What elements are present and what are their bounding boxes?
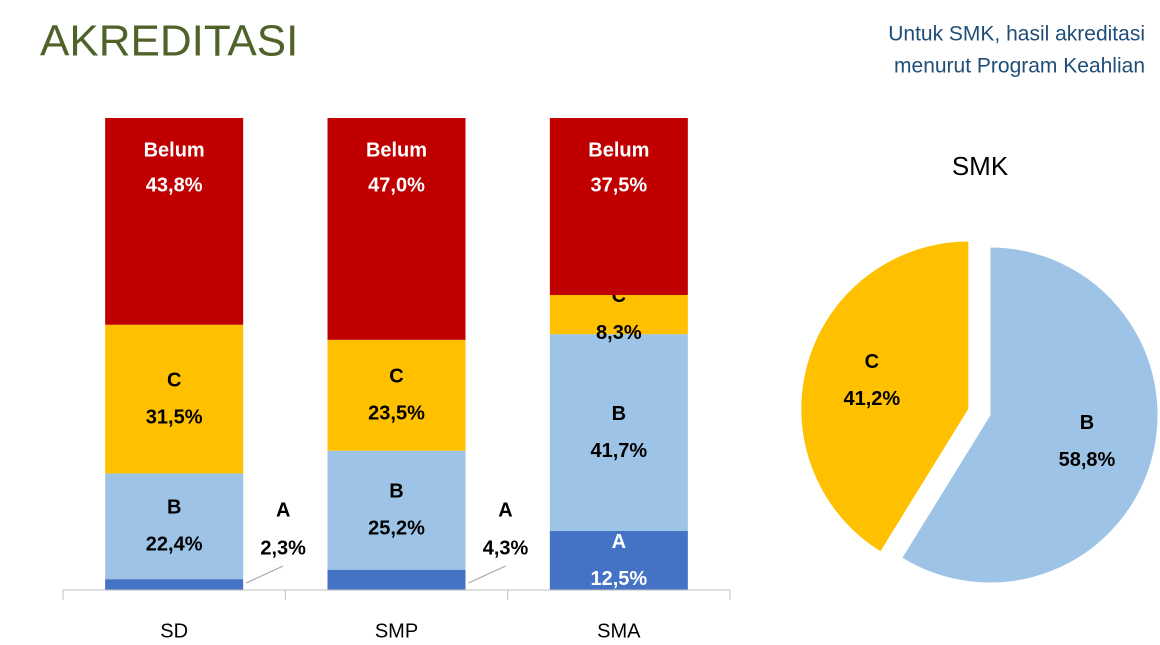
pie-label-name: B (1080, 412, 1094, 434)
slide-title: AKREDITASI (40, 17, 298, 66)
bar-segment (549, 334, 688, 531)
data-label-name: Belum (588, 139, 649, 161)
data-label-value: 31,5% (146, 406, 203, 428)
bar-segment (327, 339, 466, 451)
data-label-value: 43,8% (146, 174, 203, 196)
pie-label-value: 41,2% (844, 388, 901, 410)
data-label-value: 4,3% (483, 537, 529, 559)
x-tick-label: SMA (597, 620, 641, 642)
bar-segment (549, 295, 688, 335)
data-label-value: 2,3% (260, 537, 306, 559)
data-label-value: 22,4% (146, 534, 203, 556)
data-label-name: A (276, 499, 290, 521)
data-label-value: 37,5% (590, 174, 647, 196)
data-label-value: 23,5% (368, 403, 425, 425)
data-label-name: B (167, 497, 181, 519)
data-label-value: 12,5% (590, 568, 647, 590)
data-label-name: C (167, 369, 181, 391)
data-label-name: A (498, 499, 512, 521)
data-label-value: 8,3% (596, 322, 642, 344)
data-label-name: Belum (144, 139, 205, 161)
x-tick-label: SD (160, 620, 188, 642)
pie-label-name: C (865, 351, 879, 373)
data-label-name: B (389, 481, 403, 503)
bar-segment (327, 569, 466, 590)
bar-segment (549, 118, 688, 295)
bar-chart: B 22,4% C 31,5% Belum 43,8% B 25,2% C 23,5% Belum 4… (105, 118, 688, 590)
pie-title: SMK (952, 151, 1009, 181)
pie-slice (800, 240, 970, 553)
data-label-name: A (612, 531, 626, 553)
data-label-name: B (612, 403, 626, 425)
bar-segment (105, 118, 244, 325)
pie-slice (901, 246, 1159, 584)
data-label-name: C (389, 366, 403, 388)
data-label-name: Belum (366, 139, 427, 161)
bar-segment (327, 450, 466, 570)
pie-label-value: 58,8% (1059, 449, 1116, 471)
bar-segment (105, 473, 244, 580)
data-label-value: 41,7% (590, 440, 647, 462)
note-line: menurut Program Keahlian (894, 55, 1145, 78)
leader-line (245, 565, 284, 584)
bar-segment (105, 324, 244, 474)
note-line: Untuk SMK, hasil akreditasi (888, 23, 1145, 46)
x-tick-label: SMP (375, 620, 418, 642)
bar-segment (327, 118, 466, 340)
bar-segment (549, 531, 688, 590)
data-label-value: 25,2% (368, 518, 425, 540)
pie-chart: SMK B 58,8% C 41,2% (800, 151, 1159, 584)
bar-segment (105, 579, 244, 590)
data-label-value: 47,0% (368, 174, 425, 196)
leader-line (468, 565, 506, 584)
